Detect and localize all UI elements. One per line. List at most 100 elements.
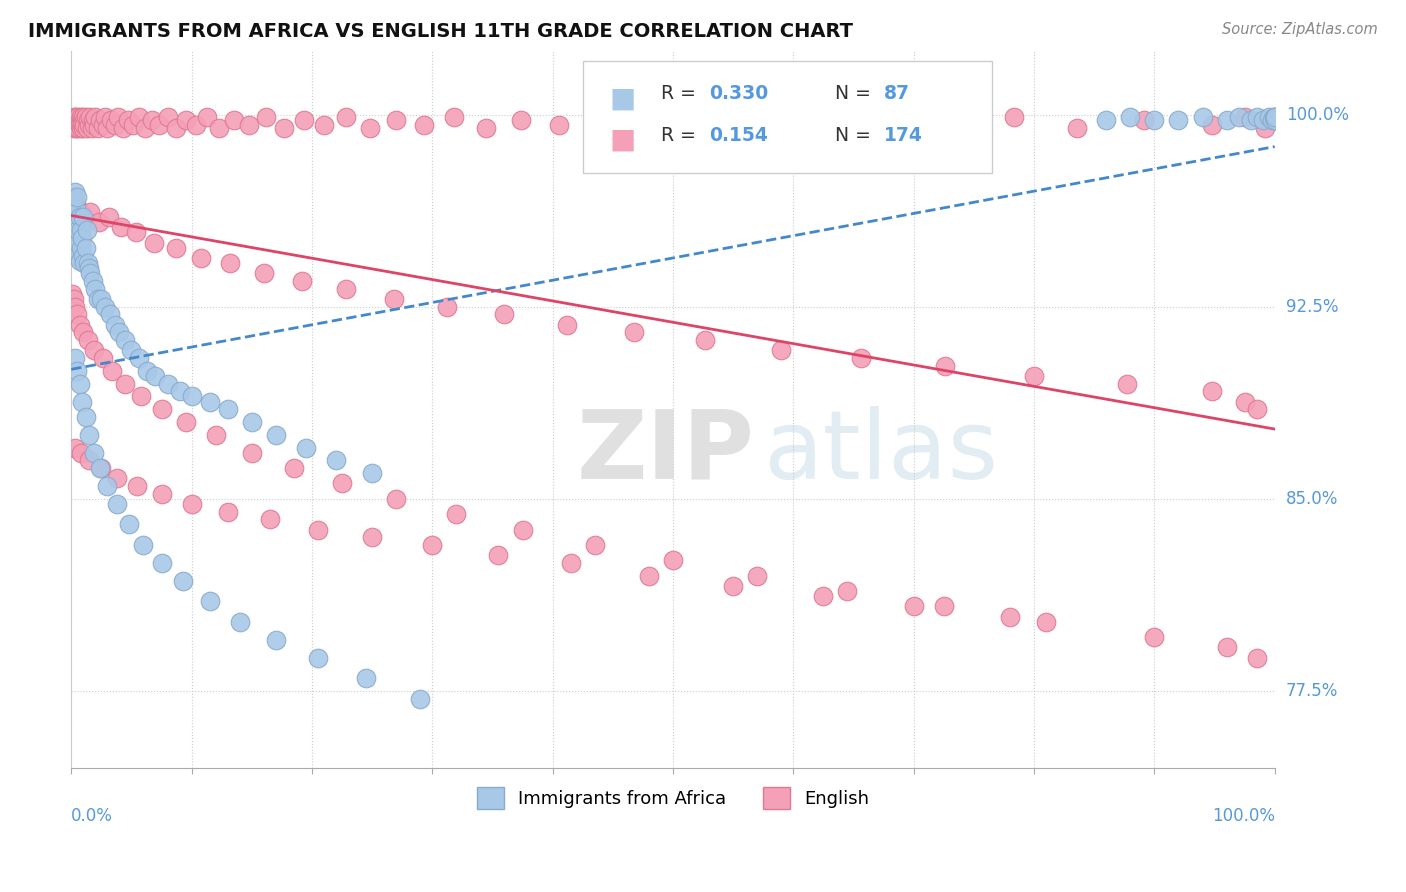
Point (70, 230, 93, 244)
Point (1191, 110, 1213, 124)
Point (359, 120, 381, 135)
Point (325, 453, 347, 467)
Point (70, 120, 93, 135)
Point (103, 118, 125, 132)
Point (662, 553, 685, 567)
Point (1201, 118, 1223, 132)
Point (747, 568, 769, 582)
Point (510, 112, 533, 127)
Text: ■: ■ (609, 85, 636, 112)
Point (721, 579, 744, 593)
Point (69, 376, 91, 391)
Point (90, 292, 112, 306)
Point (903, 599, 925, 614)
Point (100, 112, 122, 127)
Text: N =: N = (835, 85, 877, 103)
Legend: Immigrants from Africa, English: Immigrants from Africa, English (470, 780, 876, 816)
Point (73, 215, 96, 229)
Point (84, 110, 107, 124)
Point (73, 118, 96, 132)
Point (291, 274, 314, 288)
Point (66, 112, 89, 127)
Point (148, 118, 170, 132)
Point (117, 112, 139, 127)
Point (1233, 394, 1256, 409)
Point (264, 632, 287, 647)
Point (69, 253, 91, 268)
Point (312, 118, 335, 132)
Text: 100.0%: 100.0% (1212, 807, 1275, 825)
Point (1261, 112, 1284, 127)
Point (62, 189, 84, 203)
Point (1095, 112, 1118, 127)
Point (208, 120, 231, 135)
Point (238, 118, 260, 132)
Point (69, 112, 91, 127)
Point (165, 241, 187, 255)
Point (240, 446, 263, 460)
Point (361, 530, 384, 544)
Point (62, 197, 84, 211)
Point (475, 120, 498, 135)
Point (204, 427, 226, 442)
Point (73, 256, 96, 270)
Point (79, 427, 101, 442)
Point (79, 110, 101, 124)
Point (165, 120, 187, 135)
Point (136, 364, 159, 378)
Point (1264, 110, 1286, 124)
Point (67, 110, 90, 124)
Point (90, 461, 112, 475)
Point (222, 112, 245, 127)
Point (488, 548, 510, 562)
Point (75, 241, 97, 255)
Point (89, 461, 111, 475)
Point (695, 333, 717, 347)
Point (1227, 110, 1250, 124)
Point (335, 110, 357, 124)
Point (70, 110, 93, 124)
Point (174, 415, 197, 429)
Text: 0.154: 0.154 (709, 126, 768, 145)
Point (412, 118, 434, 132)
Text: IMMIGRANTS FROM AFRICA VS ENGLISH 11TH GRADE CORRELATION CHART: IMMIGRANTS FROM AFRICA VS ENGLISH 11TH G… (28, 22, 853, 41)
Point (1246, 650, 1268, 665)
Text: atlas: atlas (763, 406, 998, 499)
Point (79, 205, 101, 219)
Point (446, 507, 468, 521)
Point (145, 368, 167, 383)
Point (97, 210, 120, 224)
Point (70, 118, 93, 132)
Point (932, 599, 955, 614)
Point (588, 110, 610, 124)
Point (77, 256, 100, 270)
Point (420, 538, 443, 552)
Point (83, 118, 105, 132)
Point (436, 300, 458, 314)
Point (83, 446, 105, 460)
Point (361, 467, 384, 481)
Point (65, 120, 87, 135)
Point (169, 384, 191, 399)
Point (79, 453, 101, 467)
Point (1066, 120, 1088, 135)
Point (114, 333, 136, 347)
Point (264, 427, 287, 442)
Text: R =: R = (661, 126, 702, 145)
Point (62, 292, 84, 306)
Point (67, 235, 90, 250)
Point (1233, 110, 1256, 124)
Point (86, 292, 108, 306)
Point (941, 118, 963, 132)
Point (69, 210, 91, 224)
Point (62, 110, 84, 124)
Point (86, 120, 108, 135)
Point (94, 110, 117, 124)
Point (105, 497, 128, 511)
Point (217, 402, 239, 417)
Point (62, 287, 84, 301)
Point (66, 189, 89, 203)
Point (128, 351, 150, 365)
Point (72, 110, 94, 124)
Point (292, 112, 315, 127)
